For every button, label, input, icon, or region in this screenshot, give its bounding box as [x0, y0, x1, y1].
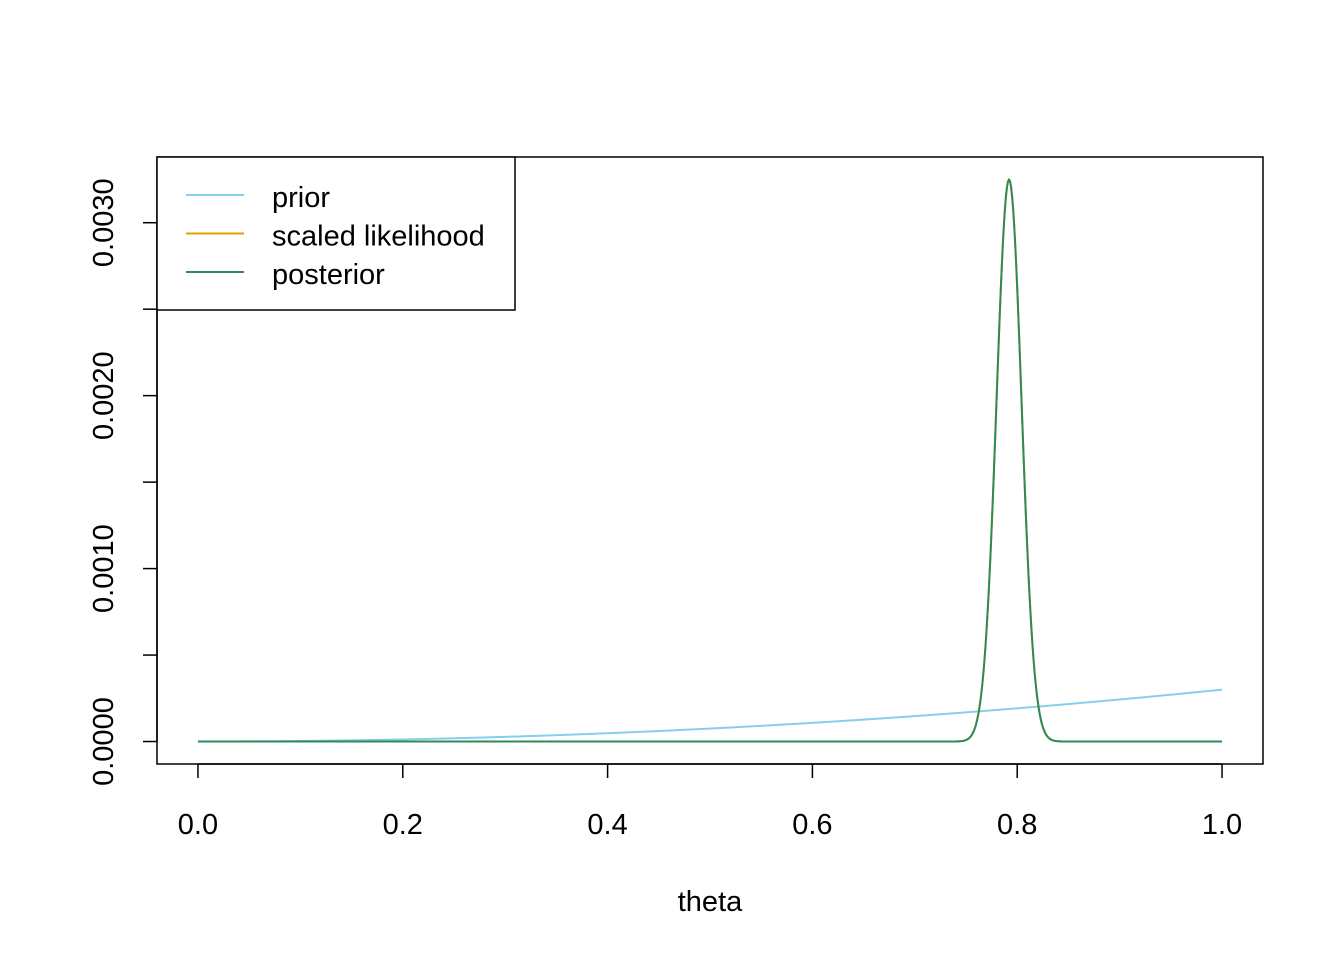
legend-label: scaled likelihood	[272, 221, 485, 253]
y-tick-label: 0.0020	[88, 351, 120, 440]
x-tick-label: 1.0	[1202, 809, 1242, 841]
legend-label: prior	[272, 182, 330, 214]
legend: prior scaled likelihood posterior	[156, 156, 516, 311]
x-tick-label: 0.0	[178, 809, 218, 841]
x-tick-label: 0.8	[997, 809, 1037, 841]
y-tick-label: 0.0010	[88, 524, 120, 613]
series-layer	[197, 178, 1223, 743]
x-tick-label: 0.6	[792, 809, 832, 841]
y-tick-label: 0.0030	[88, 178, 120, 267]
y-tick-label: 0.0000	[88, 697, 120, 786]
y-axis: 0.0000 0.0010 0.0020 0.0030	[88, 178, 158, 786]
legend-label: posterior	[272, 259, 385, 291]
series-line-posterior	[197, 178, 1223, 743]
x-tick-label: 0.4	[587, 809, 627, 841]
x-axis-title: theta	[678, 886, 743, 918]
x-tick-label: 0.2	[383, 809, 423, 841]
x-axis: 0.0 0.2 0.4 0.6 0.8 1.0	[178, 763, 1242, 841]
series-line-prior	[197, 688, 1223, 743]
